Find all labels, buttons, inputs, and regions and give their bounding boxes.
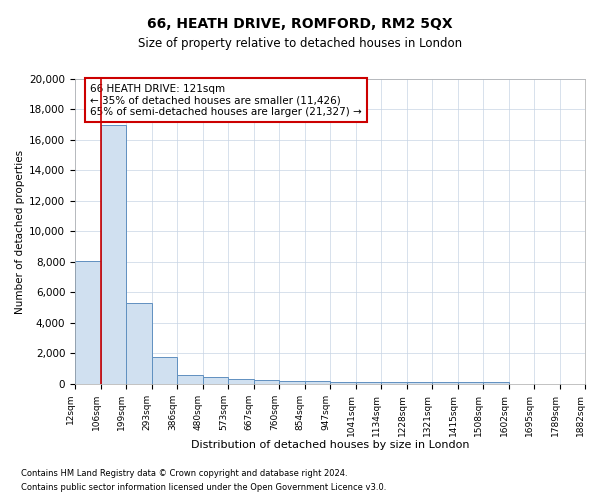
Bar — [432, 382, 458, 384]
Bar — [228, 380, 254, 384]
Bar — [177, 374, 203, 384]
Bar — [126, 303, 152, 384]
Text: 66 HEATH DRIVE: 121sqm
← 35% of detached houses are smaller (11,426)
65% of semi: 66 HEATH DRIVE: 121sqm ← 35% of detached… — [91, 84, 362, 117]
X-axis label: Distribution of detached houses by size in London: Distribution of detached houses by size … — [191, 440, 469, 450]
Bar — [152, 358, 177, 384]
Bar — [305, 382, 330, 384]
Text: Size of property relative to detached houses in London: Size of property relative to detached ho… — [138, 38, 462, 51]
Bar — [101, 124, 126, 384]
Bar — [356, 382, 381, 384]
Bar — [381, 382, 407, 384]
Y-axis label: Number of detached properties: Number of detached properties — [15, 150, 25, 314]
Bar — [483, 382, 509, 384]
Bar — [75, 261, 101, 384]
Bar — [254, 380, 279, 384]
Bar — [203, 378, 228, 384]
Text: Contains public sector information licensed under the Open Government Licence v3: Contains public sector information licen… — [21, 484, 386, 492]
Text: 66, HEATH DRIVE, ROMFORD, RM2 5QX: 66, HEATH DRIVE, ROMFORD, RM2 5QX — [147, 18, 453, 32]
Bar — [330, 382, 356, 384]
Text: Contains HM Land Registry data © Crown copyright and database right 2024.: Contains HM Land Registry data © Crown c… — [21, 468, 347, 477]
Bar — [458, 382, 483, 384]
Bar — [407, 382, 432, 384]
Bar — [279, 381, 305, 384]
